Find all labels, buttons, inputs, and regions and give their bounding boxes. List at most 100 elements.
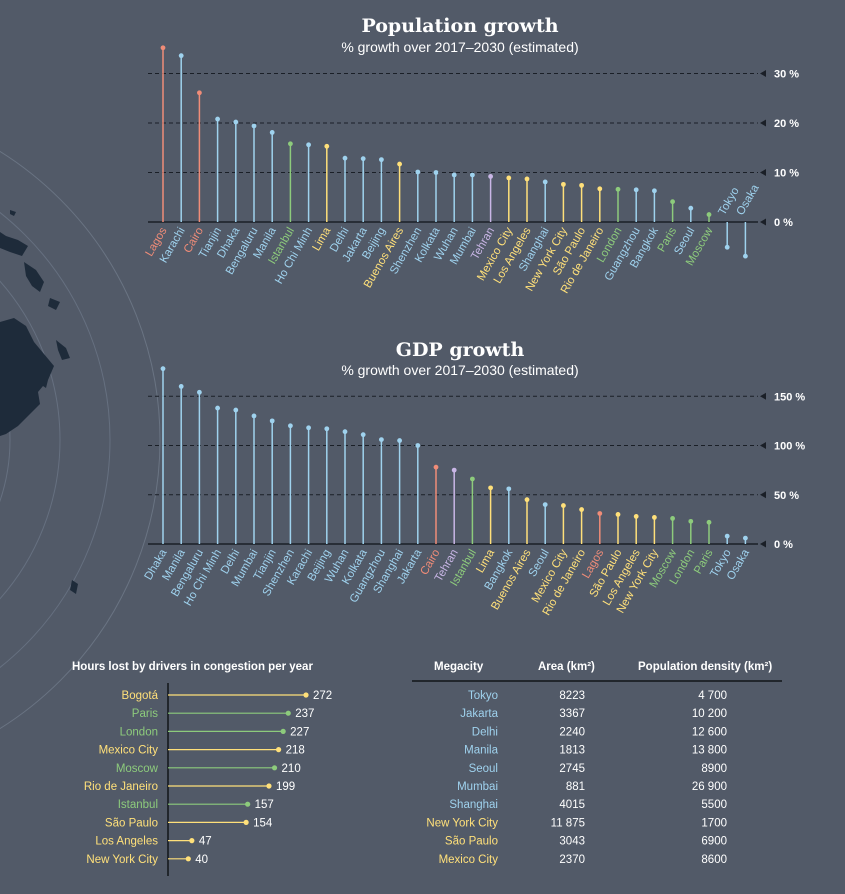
chart-subtitle: % growth over 2017–2030 (estimated) [341,39,578,55]
y-tick-label: 30 % [774,69,799,81]
range-ring [0,377,11,503]
y-tick-label: 0 % [774,217,793,229]
y-tick-label: 0 % [774,539,793,551]
lollipop-dot [288,141,293,147]
lollipop-dot [615,512,621,517]
lollipop-dot [415,443,421,448]
value-label: 237 [295,708,314,720]
lollipop-dot [415,169,421,175]
lollipop-dot [579,507,584,512]
table-row: Tokyo 8223 4 700 [468,690,727,702]
lollipop-dot [251,123,257,129]
lollipop-dot [506,486,512,492]
cell-density: 4 700 [698,690,727,702]
lollipop-dot [197,389,202,395]
lollipop-dot [178,384,184,389]
lollipop-dot [524,497,530,503]
cell-city: Seoul [469,763,498,775]
y-tick-label: 50 % [774,490,799,502]
lollipop-dot [561,181,566,187]
value-label: 157 [255,799,274,811]
background-map [0,151,161,729]
category-label: Moscow [116,763,159,775]
tick-arrow [760,392,766,400]
y-tick-label: 20 % [774,118,799,130]
lollipop-dot [743,253,748,259]
table-row: Shanghai 4015 5500 [449,799,727,811]
lollipop-dot [470,172,475,178]
cell-density: 10 200 [692,708,727,720]
column-header: Area (km²) [538,661,595,673]
lollipop-dot [379,157,384,163]
cell-area: 3367 [559,708,585,720]
table-row: São Paulo 3043 6900 [445,836,727,848]
cell-city: Shanghai [449,799,498,811]
lollipop-dot [724,244,730,250]
tick-arrow [760,169,766,176]
cell-area: 3043 [559,836,585,848]
lollipop-dot [251,413,257,419]
cell-city: Jakarta [460,708,498,720]
population-growth-chart: Population growth % growth over 2017–203… [144,15,800,296]
lollipop-dot [433,170,439,175]
cell-area: 11 875 [551,817,585,829]
lollipop-dot [670,199,675,205]
category-label: London [120,726,158,738]
lollipop-dot [706,212,712,217]
gdp-growth-chart: GDP growth % growth over 2017–2030 (esti… [143,339,806,618]
lollipop-dot [633,514,639,519]
lollipop-dot [579,182,584,188]
lollipop-dot [397,438,402,443]
lollipop-dot [597,186,603,192]
category-label: Los Angeles [95,836,158,848]
lollipop-dot [160,45,166,51]
category-label: São Paulo [105,817,158,829]
lollipop-dot [615,186,621,192]
landmass-shape [0,210,78,594]
value-label: 199 [276,781,295,793]
category-label: Rio de Janeiro [84,781,158,793]
cell-density: 1700 [701,817,727,829]
lollipop-dot [488,174,493,179]
lollipop-dot [397,161,402,167]
tick-arrow [760,491,766,499]
lollipop-dot [688,205,694,211]
table-row: Mexico City 2370 8600 [439,854,727,866]
table-row: Mumbai 881 26 900 [457,781,727,793]
value-label: 47 [199,836,212,848]
lollipop-dot [342,429,348,435]
lollipop-dot [670,515,675,521]
value-label: 272 [313,690,332,702]
lollipop-dot [506,175,512,181]
category-label: Osaka [735,182,762,217]
chart-title: Population growth [361,15,558,37]
lollipop-dot [652,515,657,520]
lollipop-dot [306,142,311,148]
cell-area: 2240 [559,726,585,738]
cell-area: 1813 [559,745,585,757]
lollipop-dot [245,801,251,807]
lollipop-dot [215,116,221,122]
lollipop-dot [743,535,748,541]
cell-area: 2745 [559,763,585,775]
lollipop-dot [488,485,493,491]
table-row: Manila 1813 13 800 [464,745,727,757]
lollipop-dot [470,476,475,482]
value-label: 154 [253,817,273,829]
cell-area: 8223 [559,690,585,702]
chart-subtitle: % growth over 2017–2030 (estimated) [341,362,578,378]
lollipop-dot [542,502,548,507]
range-ring [0,280,61,600]
lollipop-dot [280,728,286,735]
tick-arrow [760,540,766,548]
lollipop-dot [688,518,694,524]
cell-city: Mumbai [457,781,498,793]
lollipop-dot [451,467,457,473]
cell-density: 26 900 [692,781,727,793]
value-label: 210 [282,763,301,775]
cell-density: 8600 [701,854,727,866]
lollipop-dot [724,533,730,539]
lollipop-dot [215,405,221,411]
lollipop-dot [597,511,603,516]
